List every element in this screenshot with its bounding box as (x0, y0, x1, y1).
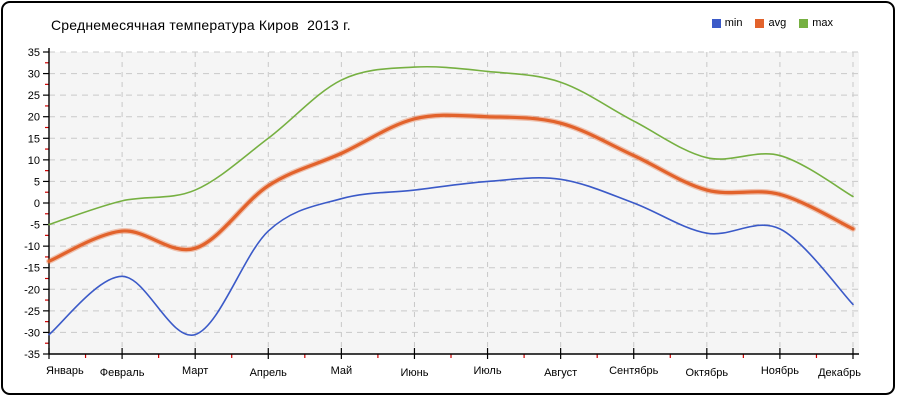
x-tick-label: Ноябрь (761, 365, 799, 377)
x-tick-label: Сентябрь (609, 365, 659, 377)
legend-swatch-max (799, 18, 809, 28)
x-tick-label: Июнь (400, 367, 428, 379)
x-tick-label: Июль (474, 365, 502, 377)
x-tick-label: Февраль (100, 367, 145, 379)
legend-label: avg (768, 17, 787, 29)
y-tick-label: 25 (28, 90, 40, 102)
chart-frame: Среднемесячная температура Киров 2013 г.… (1, 1, 895, 395)
y-tick-label: -20 (24, 284, 40, 296)
legend: min avg max (711, 17, 833, 29)
plot-area: 35 30 25 20 15 10 5 0 -5 -10 -15 -20 -25 -30 -35 Январь… (24, 47, 861, 379)
legend-label: min (724, 17, 743, 29)
y-tick-label: -15 (24, 263, 40, 275)
y-tick-label: 0 (34, 198, 40, 210)
y-tick-label: 35 (28, 47, 40, 59)
x-tick-label: Декабрь (818, 367, 861, 379)
y-tick-label: -30 (24, 327, 40, 339)
chart-title: Среднемесячная температура Киров 2013 г. (51, 17, 351, 33)
x-tick-label: Август (544, 367, 577, 379)
y-tick-label: 30 (28, 69, 40, 81)
x-tick-label: Октябрь (685, 367, 728, 379)
series-line-max (48, 65, 854, 226)
legend-item-max: max (799, 17, 833, 29)
y-tick-label: 15 (28, 133, 40, 145)
y-tick-label: -35 (24, 349, 40, 361)
y-tick-label: -10 (24, 241, 40, 253)
series-line-avg (47, 113, 855, 263)
y-tick-label: 10 (28, 155, 40, 167)
y-tick-label: 5 (34, 176, 40, 188)
x-tick-label: Март (182, 365, 208, 377)
legend-label: max (812, 17, 833, 29)
x-tick-label: Май (331, 365, 353, 377)
y-tick-label: 20 (28, 112, 40, 124)
y-tick-label: -5 (30, 220, 40, 232)
legend-swatch-min (711, 18, 721, 28)
x-tick-label: Апрель (250, 367, 288, 379)
legend-item-min: min (711, 17, 743, 29)
series-line-min (48, 177, 854, 336)
y-tick-label: -25 (24, 306, 40, 318)
legend-item-avg: avg (755, 17, 786, 29)
legend-swatch-avg (755, 18, 765, 28)
x-tick-label: Январь (46, 365, 84, 377)
